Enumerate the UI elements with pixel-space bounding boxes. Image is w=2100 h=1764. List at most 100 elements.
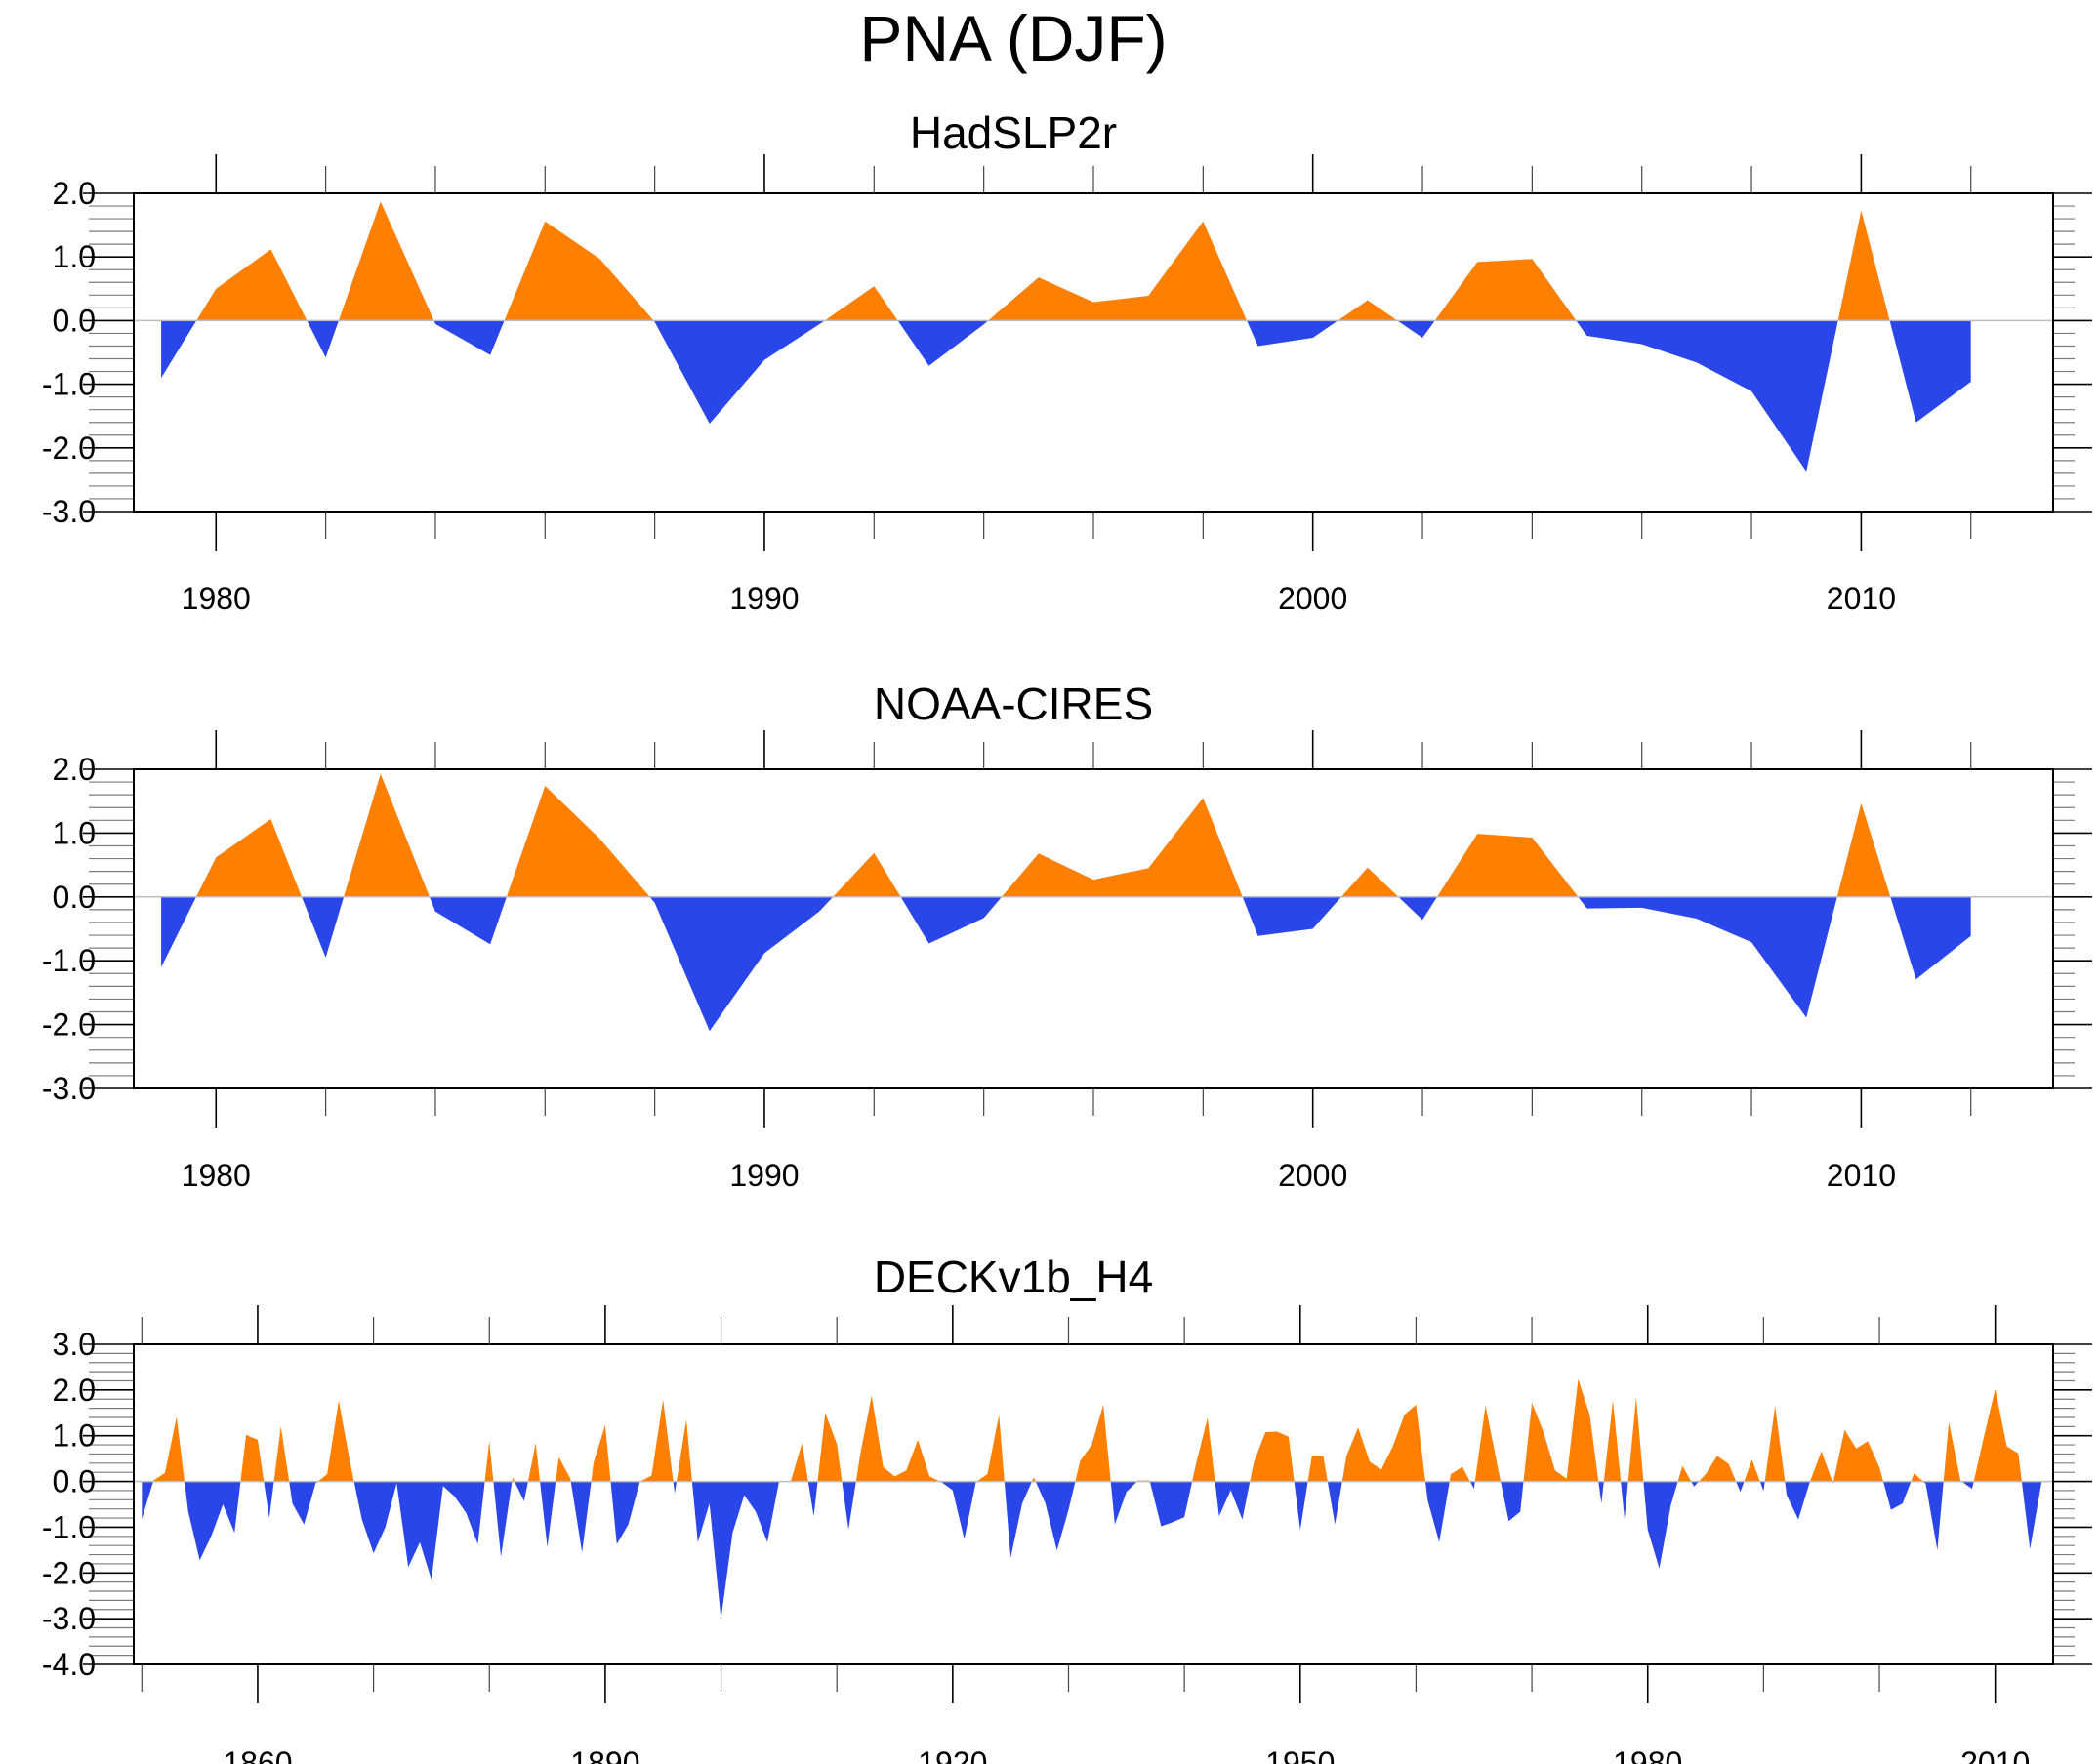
negative-anomaly-area <box>1242 896 1341 936</box>
y-tick-label: 2.0 <box>53 752 96 787</box>
positive-anomaly-area <box>1032 1477 1036 1482</box>
positive-anomaly-area <box>1677 1465 1692 1482</box>
positive-anomaly-area <box>273 1426 290 1482</box>
y-tick-label: -3.0 <box>42 1071 96 1106</box>
negative-anomaly-area <box>1215 1481 1251 1520</box>
positive-anomaly-area <box>240 1434 265 1482</box>
x-tick-label: 1920 <box>918 1745 987 1764</box>
negative-anomaly-area <box>430 896 507 945</box>
y-tick-label: 0.0 <box>53 880 96 915</box>
positive-anomaly-area <box>855 1395 940 1482</box>
negative-anomaly-area <box>1578 896 1837 1018</box>
positive-anomaly-area <box>512 1477 515 1482</box>
negative-anomaly-area <box>1327 1481 1342 1525</box>
x-tick-label: 1980 <box>182 1158 251 1193</box>
positive-anomaly-area <box>1627 1397 1644 1482</box>
x-tick-label: 1980 <box>182 581 251 616</box>
positive-anomaly-area <box>1836 802 1891 897</box>
positive-anomaly-area <box>1250 1431 1295 1482</box>
negative-anomaly-area <box>1294 1481 1308 1531</box>
x-tick-label: 2010 <box>1827 581 1896 616</box>
panel-title: HadSLP2r <box>910 107 1117 158</box>
positive-anomaly-area <box>338 201 434 321</box>
negative-anomaly-area <box>433 320 505 355</box>
x-tick-label: 1950 <box>1265 1745 1335 1764</box>
positive-anomaly-area <box>1340 867 1399 897</box>
positive-anomaly-area <box>1338 300 1398 321</box>
positive-anomaly-area <box>317 1400 354 1482</box>
negative-anomaly-area <box>1889 320 1971 423</box>
panel-deckv1b-h4: DECKv1b_H4 3.0 2.0 1.0 0.0 -1.0 -2.0 -3.0 -4.0 1… <box>42 1251 2092 1764</box>
y-tick-label: -2.0 <box>42 431 96 466</box>
negative-anomaly-area <box>1643 1481 1678 1569</box>
negative-anomaly-area <box>1759 1481 1765 1492</box>
negative-anomaly-area <box>264 1481 274 1519</box>
positive-anomaly-area <box>1810 1451 1832 1482</box>
positive-anomaly-area <box>833 852 901 897</box>
y-tick-label: 3.0 <box>53 1327 96 1362</box>
y-tick-label: 0.0 <box>53 303 96 338</box>
negative-anomaly-area <box>649 896 834 1032</box>
x-tick-label: 1980 <box>1613 1745 1682 1764</box>
negative-anomaly-area <box>940 1481 977 1539</box>
negative-anomaly-area <box>1004 1481 1032 1558</box>
negative-anomaly-area <box>1149 1481 1193 1527</box>
positive-anomaly-area <box>196 819 302 897</box>
panel-noaa-cires: NOAA-CIRES 2.0 1.0 0.0 -1.0 -2.0 -3.0 1980 1990… <box>42 678 2092 1193</box>
negative-anomaly-area <box>1110 1481 1137 1525</box>
y-tick-label: -3.0 <box>42 494 96 529</box>
positive-anomaly-area <box>504 221 654 321</box>
positive-anomaly-area <box>988 221 1248 321</box>
negative-anomaly-area <box>1501 1481 1524 1522</box>
negative-anomaly-area <box>353 1481 485 1580</box>
positive-anomaly-area <box>824 286 898 321</box>
x-tick-label: 1990 <box>729 1158 799 1193</box>
negative-anomaly-area <box>653 320 825 424</box>
positive-anomaly-area <box>1434 259 1577 321</box>
negative-anomaly-area <box>515 1481 528 1501</box>
negative-anomaly-area <box>673 1481 677 1494</box>
y-tick-label: -2.0 <box>42 1007 96 1043</box>
y-tick-label: 2.0 <box>53 1373 96 1408</box>
negative-anomaly-area <box>1425 1481 1450 1542</box>
positive-anomaly-area <box>1523 1378 1599 1482</box>
negative-anomaly-area <box>1621 1481 1628 1519</box>
negative-anomaly-area <box>1890 896 1971 980</box>
negative-anomaly-area <box>1035 1481 1076 1551</box>
positive-anomaly-area <box>1973 1388 2022 1482</box>
negative-anomaly-area <box>161 896 196 967</box>
y-tick-label: -1.0 <box>42 1509 96 1544</box>
negative-anomaly-area <box>1398 896 1437 921</box>
x-tick-label: 1860 <box>223 1745 292 1764</box>
negative-anomaly-area <box>2021 1481 2042 1549</box>
positive-anomaly-area <box>556 1456 571 1482</box>
positive-anomaly-area <box>1911 1473 1923 1482</box>
positive-anomaly-area <box>591 1424 611 1482</box>
negative-anomaly-area <box>1397 320 1435 338</box>
positive-anomaly-area <box>1837 210 1890 321</box>
negative-anomaly-area <box>1961 1481 1974 1490</box>
positive-anomaly-area <box>1699 1456 1737 1482</box>
negative-anomaly-area <box>1576 320 1838 472</box>
y-tick-label: 1.0 <box>53 1418 96 1454</box>
negative-anomaly-area <box>900 896 1002 944</box>
x-tick-label: 2010 <box>1827 1158 1896 1193</box>
y-tick-label: 0.0 <box>53 1464 96 1499</box>
negative-anomaly-area <box>1736 1481 1745 1493</box>
negative-anomaly-area <box>289 1481 318 1525</box>
positive-anomaly-area <box>1744 1459 1760 1482</box>
panel-title: NOAA-CIRES <box>874 678 1153 729</box>
positive-anomaly-area <box>1192 1417 1215 1482</box>
y-tick-label: 2.0 <box>53 176 96 211</box>
positive-anomaly-area <box>506 786 650 897</box>
positive-anomaly-area <box>1341 1404 1425 1482</box>
positive-anomaly-area <box>344 773 430 897</box>
negative-anomaly-area <box>540 1481 556 1547</box>
positive-anomaly-area <box>484 1441 494 1482</box>
negative-anomaly-area <box>897 320 989 366</box>
negative-anomaly-area <box>1785 1481 1810 1520</box>
plot-frame <box>133 1343 2054 1665</box>
y-tick-label: -2.0 <box>42 1555 96 1590</box>
y-tick-label: 1.0 <box>53 239 96 274</box>
